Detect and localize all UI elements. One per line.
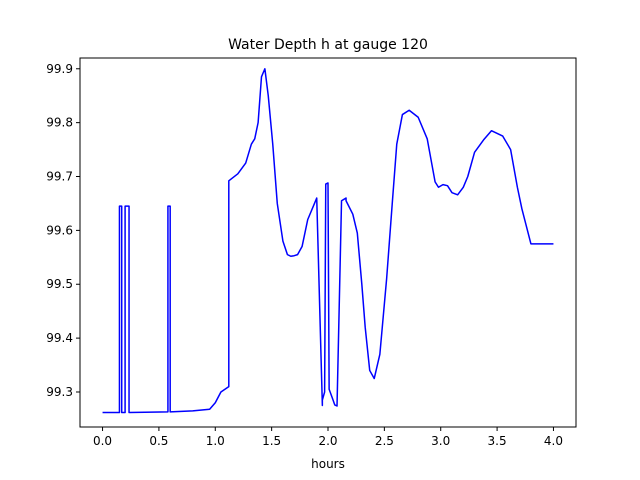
y-axis: 99.3 99.4 99.5 99.6 99.7 99.8 99.9 — [46, 62, 80, 399]
y-tick-label: 99.3 — [46, 385, 73, 399]
x-axis: 0.0 0.5 1.0 1.5 2.0 2.5 3.0 3.5 4.0 — [93, 427, 563, 448]
chart-title: Water Depth h at gauge 120 — [228, 37, 428, 53]
y-tick-label: 99.7 — [46, 170, 73, 184]
x-tick-label: 4.0 — [544, 434, 563, 448]
x-tick-label: 2.0 — [318, 434, 337, 448]
y-tick-label: 99.8 — [46, 116, 73, 130]
x-tick-label: 3.0 — [431, 434, 450, 448]
x-tick-label: 0.0 — [93, 434, 112, 448]
plot-area — [102, 68, 554, 414]
x-tick-label: 1.0 — [206, 434, 225, 448]
x-tick-label: 0.5 — [149, 434, 168, 448]
y-tick-label: 99.6 — [46, 223, 73, 237]
x-tick-label: 3.5 — [488, 434, 507, 448]
x-tick-label: 1.5 — [262, 434, 281, 448]
y-tick-label: 99.4 — [46, 331, 73, 345]
x-tick-label: 2.5 — [375, 434, 394, 448]
series-line-0 — [102, 68, 554, 414]
y-tick-label: 99.9 — [46, 62, 73, 76]
x-axis-label: hours — [311, 457, 345, 471]
y-tick-label: 99.5 — [46, 277, 73, 291]
